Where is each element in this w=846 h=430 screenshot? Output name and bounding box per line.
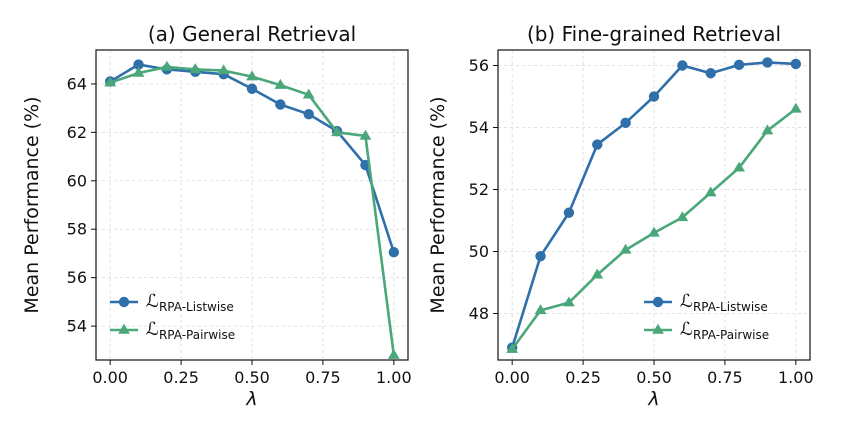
data-point [246,70,258,81]
y-tick-label: 54 [469,118,489,137]
data-point [733,59,745,71]
x-tick-label: 0.25 [163,368,199,387]
chart-title: (b) Fine-grained Retrieval [527,22,781,46]
data-point [388,247,400,258]
y-tick-label: 58 [67,220,87,239]
data-point [506,342,519,353]
x-tick-label: 0.50 [234,368,270,387]
y-tick-label: 60 [67,171,87,190]
x-axis-label: λ [647,388,659,410]
y-tick-label: 54 [67,317,87,336]
x-tick-label: 0.75 [707,368,743,387]
data-point [677,60,688,71]
data-point [189,63,202,74]
y-tick-label: 48 [469,304,489,323]
data-point [563,207,575,218]
x-axis-label: λ [245,388,257,410]
legend-item-listwise: ℒRPA-Listwise [644,291,768,314]
series-listwise [506,57,802,353]
data-point [620,117,631,129]
legend-item-pairwise: ℒRPA-Pairwise [110,319,235,342]
x-tick-label: 1.00 [778,368,814,387]
x-tick-label: 0.00 [92,368,128,387]
data-point [789,102,802,113]
data-point [331,126,343,137]
data-point [161,60,173,71]
data-point [246,83,258,94]
y-tick-label: 50 [469,242,489,261]
data-point [303,108,314,120]
legend-label: ℒRPA-Listwise [680,291,768,314]
series-pairwise [104,60,400,359]
data-point [648,91,660,102]
data-point [591,268,604,279]
data-point [676,211,689,222]
y-axis-label: Mean Performance (%) [427,96,449,313]
data-point [619,243,632,254]
legend: ℒRPA-Listwise ℒRPA-Pairwise [110,291,235,342]
data-point [302,88,315,99]
y-tick-label: 64 [67,74,87,93]
data-point [761,124,774,135]
data-point [387,348,400,359]
x-tick-label: 0.00 [494,368,530,387]
data-point [704,186,717,197]
data-point [359,129,372,140]
legend-label: ℒRPA-Pairwise [146,319,235,342]
legend-label: ℒRPA-Listwise [146,291,234,314]
data-point [274,78,287,89]
data-point [104,76,117,87]
x-tick-label: 0.50 [636,368,672,387]
y-tick-label: 56 [469,56,489,75]
legend-marker [118,296,130,308]
data-point [563,296,575,307]
legend-label: ℒRPA-Pairwise [680,319,769,342]
data-point [648,226,660,237]
legend-marker [118,323,130,334]
data-point [275,99,286,110]
x-tick-label: 0.25 [565,368,601,387]
legend-marker [652,323,664,334]
plot-frame [95,49,409,361]
y-axis-label: Mean Performance (%) [21,96,43,313]
y-tick-label: 56 [67,268,87,287]
data-point [790,58,802,70]
data-point [705,68,716,79]
chart-panel-b: 0.00 0.25 0.50 0.75 1.00 48 50 52 54 56 (b) Fine-g… [427,22,814,410]
legend: ℒRPA-Listwise ℒRPA-Pairwise [644,291,769,342]
data-point [733,161,745,172]
data-point [535,250,546,262]
data-point [534,304,547,315]
legend-marker [652,296,664,308]
chart-panel-a: 0.00 0.25 0.50 0.75 1.00 54 56 58 60 62 64 (a) Gene… [21,22,412,410]
data-point [592,139,603,150]
series-pairwise [506,102,802,353]
data-point [132,66,145,77]
y-tick-label: 52 [469,180,489,199]
legend-item-pairwise: ℒRPA-Pairwise [644,319,769,342]
data-point [133,59,144,70]
data-point [217,64,230,75]
chart-title: (a) General Retrieval [148,22,356,46]
legend-item-listwise: ℒRPA-Listwise [110,291,234,314]
y-tick-label: 62 [67,123,87,142]
x-tick-label: 0.75 [305,368,341,387]
data-point [762,57,773,68]
x-tick-label: 1.00 [376,368,412,387]
